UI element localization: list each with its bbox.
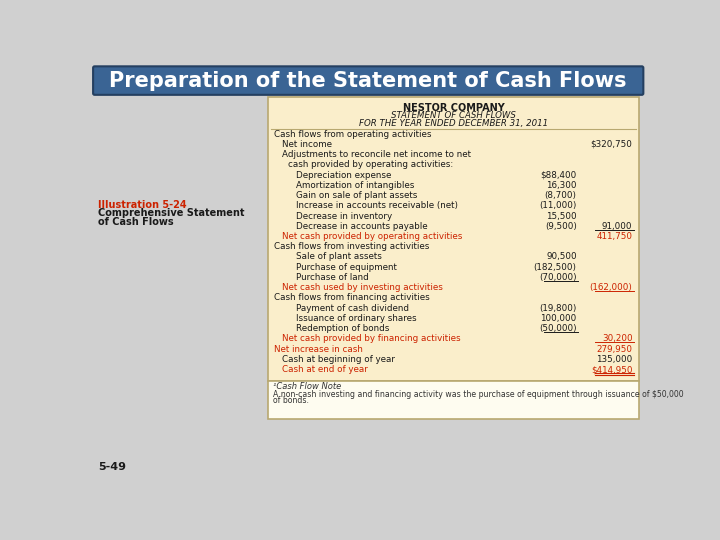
Text: 30,200: 30,200 bbox=[602, 334, 632, 343]
Text: Increase in accounts receivable (net): Increase in accounts receivable (net) bbox=[296, 201, 458, 210]
Text: Decrease in accounts payable: Decrease in accounts payable bbox=[296, 222, 428, 231]
Text: (11,000): (11,000) bbox=[539, 201, 577, 210]
Text: Preparation of the Statement of Cash Flows: Preparation of the Statement of Cash Flo… bbox=[109, 71, 627, 91]
Text: NESTOR COMPANY: NESTOR COMPANY bbox=[402, 103, 504, 113]
Text: Issuance of ordinary shares: Issuance of ordinary shares bbox=[296, 314, 417, 323]
Text: $414,950: $414,950 bbox=[591, 365, 632, 374]
Text: Net increase in cash: Net increase in cash bbox=[274, 345, 364, 354]
Text: (8,700): (8,700) bbox=[545, 191, 577, 200]
Text: Amortization of intangibles: Amortization of intangibles bbox=[296, 181, 415, 190]
Text: (70,000): (70,000) bbox=[539, 273, 577, 282]
Text: 15,500: 15,500 bbox=[546, 212, 577, 220]
Text: 16,300: 16,300 bbox=[546, 181, 577, 190]
Text: Depreciation expense: Depreciation expense bbox=[296, 171, 392, 180]
Text: 90,500: 90,500 bbox=[546, 253, 577, 261]
Text: (50,000): (50,000) bbox=[539, 324, 577, 333]
Text: 5-49: 5-49 bbox=[98, 462, 126, 472]
Text: Net cash provided by operating activities: Net cash provided by operating activitie… bbox=[282, 232, 462, 241]
Text: 279,950: 279,950 bbox=[596, 345, 632, 354]
Text: (162,000): (162,000) bbox=[590, 283, 632, 292]
Text: Cash at end of year: Cash at end of year bbox=[282, 365, 368, 374]
Text: cash provided by operating activities:: cash provided by operating activities: bbox=[289, 160, 454, 170]
Text: (182,500): (182,500) bbox=[534, 263, 577, 272]
Text: Cash flows from financing activities: Cash flows from financing activities bbox=[274, 293, 431, 302]
Text: Illustration 5-24: Illustration 5-24 bbox=[98, 200, 186, 210]
Text: 91,000: 91,000 bbox=[602, 222, 632, 231]
Text: Net cash used by investing activities: Net cash used by investing activities bbox=[282, 283, 443, 292]
Text: Gain on sale of plant assets: Gain on sale of plant assets bbox=[296, 191, 418, 200]
Bar bbox=[269, 97, 639, 381]
Text: Adjustments to reconcile net income to net: Adjustments to reconcile net income to n… bbox=[282, 150, 471, 159]
Text: Payment of cash dividend: Payment of cash dividend bbox=[296, 303, 409, 313]
Text: FOR THE YEAR ENDED DECEMBER 31, 2011: FOR THE YEAR ENDED DECEMBER 31, 2011 bbox=[359, 119, 548, 128]
FancyBboxPatch shape bbox=[93, 66, 644, 95]
Text: Cash flows from operating activities: Cash flows from operating activities bbox=[274, 130, 432, 139]
Text: Purchase of land: Purchase of land bbox=[296, 273, 369, 282]
Text: 411,750: 411,750 bbox=[596, 232, 632, 241]
Text: Net cash provided by financing activities: Net cash provided by financing activitie… bbox=[282, 334, 461, 343]
Text: Redemption of bonds: Redemption of bonds bbox=[296, 324, 390, 333]
Text: 135,000: 135,000 bbox=[596, 355, 632, 364]
Text: Cash flows from investing activities: Cash flows from investing activities bbox=[274, 242, 430, 251]
Text: of Cash Flows: of Cash Flows bbox=[98, 217, 174, 227]
Text: Comprehensive Statement: Comprehensive Statement bbox=[98, 208, 244, 218]
Text: Purchase of equipment: Purchase of equipment bbox=[296, 263, 397, 272]
Bar bbox=[269, 381, 639, 419]
Text: ¹Cash Flow Note: ¹Cash Flow Note bbox=[273, 382, 341, 391]
Text: Decrease in inventory: Decrease in inventory bbox=[296, 212, 392, 220]
Text: (9,500): (9,500) bbox=[545, 222, 577, 231]
Text: Sale of plant assets: Sale of plant assets bbox=[296, 253, 382, 261]
Text: $320,750: $320,750 bbox=[590, 140, 632, 149]
Text: STATEMENT OF CASH FLOWS: STATEMENT OF CASH FLOWS bbox=[391, 111, 516, 120]
Text: 100,000: 100,000 bbox=[541, 314, 577, 323]
Text: Cash at beginning of year: Cash at beginning of year bbox=[282, 355, 395, 364]
Text: (19,800): (19,800) bbox=[539, 303, 577, 313]
Text: of bonds.: of bonds. bbox=[273, 396, 309, 405]
Text: A non-cash investing and financing activity was the purchase of equipment throug: A non-cash investing and financing activ… bbox=[273, 390, 683, 399]
Text: Net income: Net income bbox=[282, 140, 332, 149]
Text: $88,400: $88,400 bbox=[541, 171, 577, 180]
